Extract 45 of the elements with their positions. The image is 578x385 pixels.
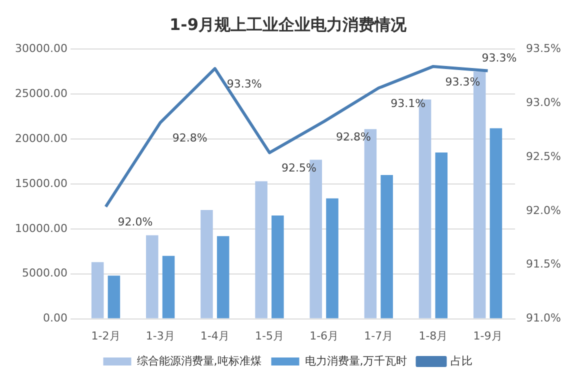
y2-tick-label: 92.0% <box>526 204 562 217</box>
bar <box>435 152 448 318</box>
bar <box>255 181 268 318</box>
x-tick-label: 1-3月 <box>146 329 175 342</box>
y2-tick-label: 91.5% <box>526 258 562 271</box>
bar <box>200 210 213 318</box>
x-tick-label: 1-4月 <box>200 329 230 342</box>
y-tick-label: 20000.00 <box>14 132 68 145</box>
bar <box>91 262 104 318</box>
bar <box>326 198 338 318</box>
x-tick-label: 1-6月 <box>310 329 339 342</box>
data-label: 93.3% <box>226 77 262 90</box>
legend-label: 占比 <box>450 354 473 368</box>
data-label: 93.1% <box>390 96 426 110</box>
bar <box>108 276 120 318</box>
bar <box>380 175 393 318</box>
data-label: 92.8% <box>172 131 208 144</box>
data-label: 92.5% <box>281 162 316 175</box>
y-tick-label: 0.00 <box>42 312 68 325</box>
y-tick-label: 30000.00 <box>14 42 68 56</box>
bar <box>272 215 284 318</box>
legend-label: 综合能源消费量,吨标准煤 <box>136 354 262 368</box>
bar <box>490 128 502 318</box>
chart-title: 1-9月规上工业企业电力消费情况 <box>170 14 408 34</box>
y-tick-label: 5000.00 <box>22 266 68 280</box>
data-label: 92.8% <box>336 130 372 144</box>
x-tick-label: 1-7月 <box>364 329 394 342</box>
x-tick-label: 1-9月 <box>473 329 502 342</box>
x-tick-label: 1-5月 <box>255 329 284 342</box>
x-tick-label: 1-8月 <box>418 329 448 342</box>
y2-tick-label: 91.0% <box>526 312 562 325</box>
y-tick-label: 25000.00 <box>14 86 68 100</box>
data-label: 93.3% <box>482 52 517 65</box>
bar <box>162 256 175 318</box>
data-label: 93.3% <box>445 75 480 88</box>
bar <box>216 236 230 318</box>
y2-tick-label: 92.5% <box>526 150 562 163</box>
y-tick-label: 15000.00 <box>14 176 68 190</box>
legend-label: 电力消费量,万千瓦时 <box>304 354 408 368</box>
bar <box>146 235 158 318</box>
y2-tick-label: 93.5% <box>526 42 562 56</box>
y2-tick-label: 93.0% <box>526 96 562 109</box>
y-tick-label: 10000.00 <box>14 222 68 235</box>
x-tick-label: 1-2月 <box>91 329 120 342</box>
data-label: 92.0% <box>118 216 153 229</box>
